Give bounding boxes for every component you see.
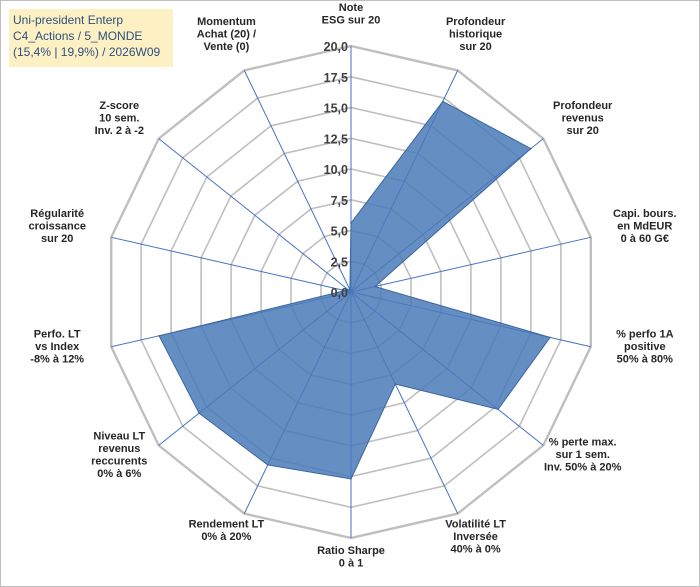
radial-tick-label: 20,0 (324, 40, 348, 54)
radar-series (158, 100, 551, 480)
series-point (497, 408, 499, 411)
chart-title-box: Uni-president Enterp C4_Actions / 5_MOND… (9, 9, 173, 67)
axis-label-line: Momentum (197, 16, 256, 28)
series-point (530, 147, 532, 150)
axis-label-line: % perte max. (549, 437, 617, 449)
axis-label-line: Ratio Sharpe (317, 545, 385, 557)
series-area (158, 100, 551, 480)
series-point (374, 285, 376, 288)
radial-tick-label: 7,5 (331, 194, 348, 208)
axis-label-line: revenus (98, 443, 140, 455)
radial-tick-label: 15,0 (324, 102, 348, 116)
radial-tick-label: 12,5 (324, 132, 348, 146)
axis-label-line: sur 1 sem. (555, 449, 609, 461)
series-point (344, 289, 346, 292)
axis-label-line: 0 à 1 (339, 558, 363, 570)
axis-label-line: 0% à 6% (97, 468, 141, 480)
axis-label-line: croissance (28, 221, 85, 233)
axis-label-line: historique (449, 29, 502, 41)
series-point (350, 478, 352, 480)
axis-label: Rendement LT 0% à 20% (189, 518, 265, 543)
axis-label: Z-score 10 sem. Inv. 2 à -2 (95, 100, 144, 137)
title-line-portfolio: C4_Actions / 5_MONDE (13, 29, 143, 43)
axis-label-line: Note (339, 2, 363, 14)
series-point (266, 464, 269, 466)
axis-label-line: Z-score (99, 100, 139, 112)
axis-label: Momentum Achat (20) / Vente (0) (197, 16, 256, 53)
axis-label-line: 50% à 80% (617, 353, 673, 365)
axis-spoke (111, 236, 352, 293)
axis-label-line: positive (624, 341, 666, 353)
series-point (442, 100, 444, 103)
series-point (350, 222, 352, 224)
axis-label-line: % perfo 1A (616, 328, 674, 340)
axis-label-line: Inv. 2 à -2 (95, 125, 144, 137)
axis-label: Note ESG sur 20 (322, 2, 381, 27)
axis-label: % perte max. sur 1 sem. Inv. 50% à 20% (544, 437, 622, 474)
series-point (198, 412, 200, 415)
axis-label-line: Perfo. LT (34, 328, 81, 340)
axis-label-line: 0 à 60 G€ (621, 233, 669, 245)
axis-label-line: ESG sur 20 (322, 15, 381, 27)
title-line-company: Uni-president Enterp (13, 13, 124, 27)
axis-label: Profondeur revenus sur 20 (553, 100, 613, 137)
axis-label-line: -8% à 12% (30, 353, 84, 365)
axis-label-line: Profondeur (553, 100, 613, 112)
radial-tick-label: 17,5 (324, 71, 348, 85)
radial-tick-label: 5,0 (331, 225, 348, 239)
axis-label-line: 0% à 20% (201, 531, 251, 543)
axis-label-line: 40% à 0% (451, 543, 501, 555)
axis-label-line: reccurents (91, 455, 147, 467)
radial-tick-labels: 0,0 2,5 5,0 7,5 10,0 12,5 15,0 17,5 20,0 (324, 40, 348, 300)
radial-tick-label: 2,5 (331, 255, 348, 269)
axis-label-line: vs Index (35, 341, 80, 353)
series-point (394, 383, 397, 385)
series-point (549, 336, 551, 339)
axis-label: Niveau LT revenus reccurents 0% à 6% (91, 430, 147, 480)
axis-label-line: 10 sem. (99, 112, 139, 124)
axis-label-line: Achat (20) / (197, 29, 256, 41)
series-point (347, 288, 349, 291)
title-line-performance: (15,4% | 19,9%) / 2026W09 (13, 45, 161, 59)
axis-label-line: revenus (562, 112, 604, 124)
axis-label-line: en MdEUR (617, 221, 672, 233)
axis-spoke (243, 70, 352, 293)
axis-label-line: Capi. bours. (613, 208, 677, 220)
axis-label-line: Volatilité LT (445, 518, 506, 530)
axis-label-line: Profondeur (446, 16, 506, 28)
axis-label-line: sur 20 (459, 41, 491, 53)
axis-label: % perfo 1A positive 50% à 80% (616, 328, 674, 365)
axis-label: Volatilité LT Inversée 40% à 0% (445, 518, 506, 555)
series-point (349, 289, 351, 291)
axis-label: Ratio Sharpe 0 à 1 (317, 545, 385, 570)
axis-label-line: Vente (0) (203, 41, 249, 53)
axis-label-line: Inversée (453, 531, 498, 543)
axis-label: Régularité croissance sur 20 (28, 208, 85, 245)
axis-label-line: Régularité (30, 208, 84, 220)
radial-tick-label: 10,0 (324, 163, 348, 177)
axis-spoke (350, 236, 591, 293)
axis-label: Perfo. LT vs Index -8% à 12% (30, 328, 84, 365)
series-point (158, 335, 160, 337)
axis-label-line: Rendement LT (189, 518, 265, 530)
axis-label: Profondeur historique sur 20 (446, 16, 506, 53)
axis-label: Capi. bours. en MdEUR 0 à 60 G€ (613, 208, 677, 245)
axis-labels: Note ESG sur 20 Profondeur historique sur 20… (28, 2, 676, 570)
axis-spoke (158, 138, 352, 293)
axis-label-line: Niveau LT (93, 430, 145, 442)
radial-tick-label: 0,0 (331, 286, 348, 300)
axis-label-line: Inv. 50% à 20% (544, 462, 622, 474)
axis-label-line: sur 20 (41, 233, 73, 245)
axis-label-line: sur 20 (566, 125, 598, 137)
